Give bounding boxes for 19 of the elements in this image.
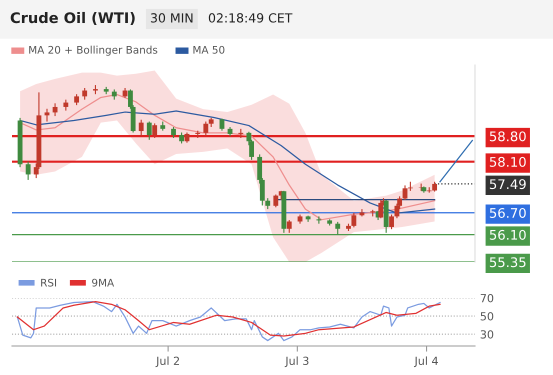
- legend-label: MA 50: [193, 46, 224, 54]
- legend-label: 9MA: [92, 278, 114, 287]
- y-tick-label: 58.80: [490, 131, 526, 142]
- x-tick-label: Jul 2: [156, 356, 180, 368]
- x-tick-label: Jul 4: [414, 356, 438, 368]
- y-tick-label: 30: [480, 330, 494, 339]
- x-tick-label: Jul 3: [284, 356, 308, 368]
- chart-title: Crude Oil (WTI): [10, 12, 135, 25]
- y-tick-label: 55.35: [490, 257, 526, 268]
- legend-label: MA 20 + Bollinger Bands: [29, 46, 158, 56]
- text: 02:18:49 CET: [208, 13, 292, 23]
- y-tick-label: 57.49: [490, 179, 526, 190]
- legend-label: RSI: [41, 278, 56, 287]
- y-tick-label: 70: [480, 294, 494, 302]
- y-tick-label: 56.10: [490, 230, 526, 240]
- y-tick-label: 56.70: [490, 208, 526, 218]
- text: 30 MIN: [150, 13, 192, 23]
- y-tick-label: 50: [480, 312, 494, 320]
- y-tick-label: 58.10: [490, 156, 526, 167]
